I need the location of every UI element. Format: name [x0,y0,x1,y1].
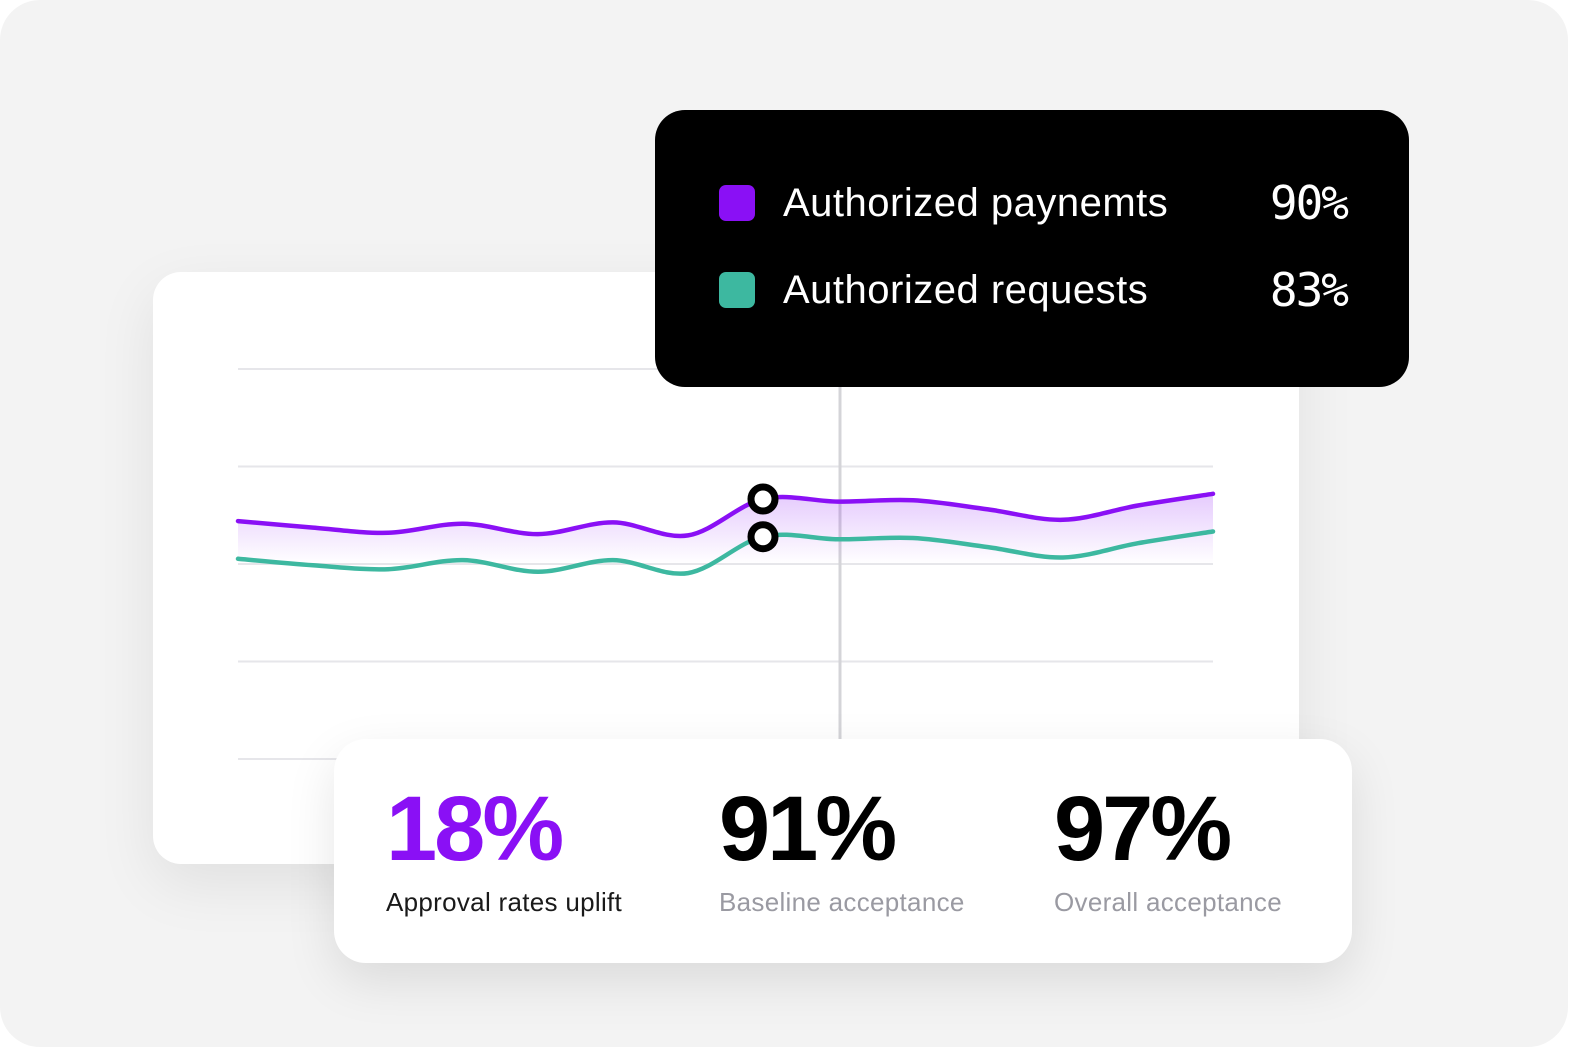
stat-label: Baseline acceptance [719,887,965,917]
tooltip-label: Authorized paynemts [783,180,1169,225]
series-line-requests [235,529,1216,576]
legend-swatch-payments [719,185,755,221]
hover-point-requests [747,521,779,553]
stat-approval-uplift: 18% Approval rates uplift [386,779,622,918]
stat-value: 91% [719,778,897,880]
series-line-payments [235,491,1216,539]
stat-label: Overall acceptance [1054,887,1282,917]
stat-label: Approval rates uplift [386,887,623,917]
tooltip-value: 83% [1269,263,1349,317]
tooltip: Authorized paynemts 90% Authorized reque… [655,110,1409,387]
tooltip-label: Authorized requests [783,267,1149,312]
stats-card: 18% Approval rates uplift 91% Baseline a… [334,739,1352,963]
stat-value: 97% [1054,778,1232,880]
stat-overall-acceptance: 97% Overall acceptance [1054,779,1282,918]
stat-baseline-acceptance: 91% Baseline acceptance [719,779,965,918]
tooltip-row-payments: Authorized paynemts 90% [719,176,1349,230]
hover-point-payments [747,483,779,515]
tooltip-value: 90% [1269,176,1349,230]
stat-value: 18% [386,778,564,880]
legend-swatch-requests [719,272,755,308]
tooltip-row-requests: Authorized requests 83% [719,263,1349,317]
